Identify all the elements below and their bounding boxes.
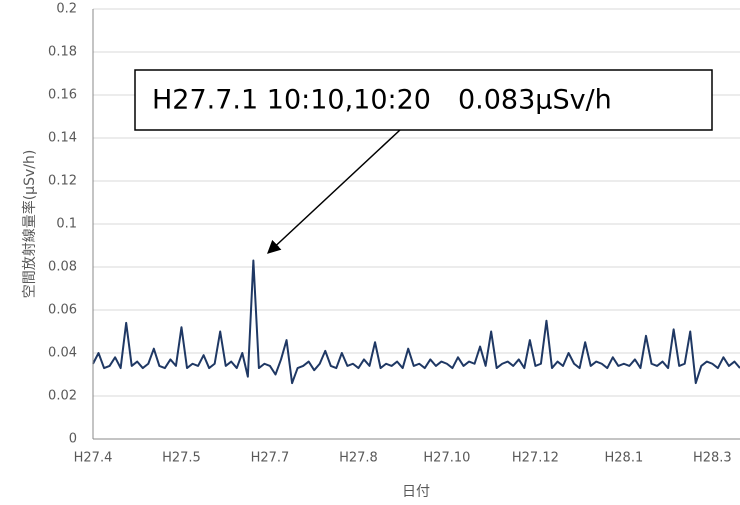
annotation-box [134,69,713,131]
x-tick-label: H27.5 [162,451,201,466]
x-tick-label: H27.10 [423,451,470,466]
y-tick-label: 0.14 [48,131,77,146]
x-tick-label: H27.4 [74,451,113,466]
y-tick-label: 0.02 [48,389,77,404]
plot [92,259,740,385]
y-axis-label: 空間放射線量率(μSv/h) [21,150,38,299]
y-tick-label: 0.04 [48,346,77,361]
x-tick-label: H27.12 [512,451,559,466]
x-tick-label: H28.3 [693,451,732,466]
y-tick-label: 0.16 [48,88,77,103]
y-tick-label: 0.08 [48,260,77,275]
x-tick-label: H27.8 [339,451,378,466]
y-tick-label: 0.12 [48,174,77,189]
x-axis-label: 日付 [402,484,430,500]
annotation-arrow [267,129,401,254]
y-tick-label: 0.18 [48,45,77,60]
y-tick-label: 0.2 [56,2,77,17]
x-tick-label: H27.7 [251,451,290,466]
y-tick-label: 0.06 [48,303,77,318]
data-line [92,259,740,385]
y-tick-label: 0 [69,432,77,447]
y-tick-label: 0.1 [56,217,77,232]
annotation: H27.7.1 10:10,10:20 0.083μSv/h [152,85,612,116]
x-tick-label: H28.1 [605,451,644,466]
